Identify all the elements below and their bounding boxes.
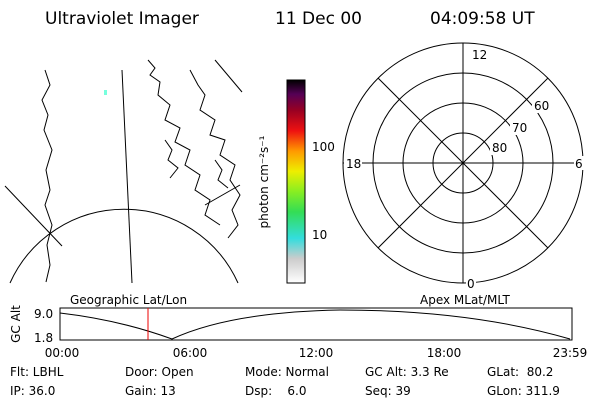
timeline-xtick: 06:00 <box>173 346 208 360</box>
timeline-xtick: 00:00 <box>45 346 80 360</box>
info-field: Flt: LBHL <box>10 365 64 379</box>
info-field: GLon: 311.9 <box>487 384 560 398</box>
info-field: Gain: 13 <box>125 384 176 398</box>
aurora-spot <box>104 90 107 95</box>
colorbar <box>286 79 306 284</box>
timeline-xtick: 18:00 <box>427 346 462 360</box>
timeline-left-label: Geographic Lat/Lon <box>70 293 187 307</box>
timeline-xtick: 23:59 <box>553 346 588 360</box>
colorbar-tick: 10 <box>312 228 327 242</box>
info-field: Dsp: 6.0 <box>245 384 307 398</box>
colorbar-label: photon cm⁻²s⁻¹ <box>257 135 271 228</box>
info-field: Mode: Normal <box>245 365 329 379</box>
timeline-ytick: 1.8 <box>34 331 53 345</box>
info-field: GC Alt: 3.3 Re <box>365 365 449 379</box>
polar-grid <box>342 42 584 284</box>
altitude-curve <box>59 309 571 340</box>
info-panel: Flt: LBHL Door: Open Mode: Normal GC Alt: 3… <box>10 365 560 398</box>
polar-labels: 12 18 6 0 60 70 80 <box>344 47 584 291</box>
map <box>4 59 243 284</box>
mlt-label: 6 <box>575 157 583 171</box>
date: 11 Dec 00 <box>275 9 362 29</box>
info-field: Door: Open <box>125 365 194 379</box>
colorbar-tick: 100 <box>312 140 335 154</box>
mlat-label: 60 <box>534 99 549 113</box>
info-field: Seq: 39 <box>365 384 411 398</box>
timeline-xticks: 00:00 06:00 12:00 18:00 23:59 <box>45 346 588 360</box>
mlat-label: 80 <box>492 141 507 155</box>
mlt-label: 0 <box>467 277 475 291</box>
mlat-label: 70 <box>512 121 527 135</box>
time: 04:09:58 UT <box>430 9 535 29</box>
title: Ultraviolet Imager <box>45 9 199 29</box>
mlt-label: 18 <box>346 157 361 171</box>
info-field: IP: 36.0 <box>10 384 55 398</box>
info-field: GLat: 80.2 <box>487 365 553 379</box>
timeline-xtick: 12:00 <box>299 346 334 360</box>
timeline-right-label: Apex MLat/MLT <box>420 293 510 307</box>
mlt-label: 12 <box>472 48 487 62</box>
timeline-ytick: 9.0 <box>34 307 53 321</box>
timeline-axis-label: GC Alt <box>9 305 23 343</box>
timeline-box <box>59 307 573 341</box>
